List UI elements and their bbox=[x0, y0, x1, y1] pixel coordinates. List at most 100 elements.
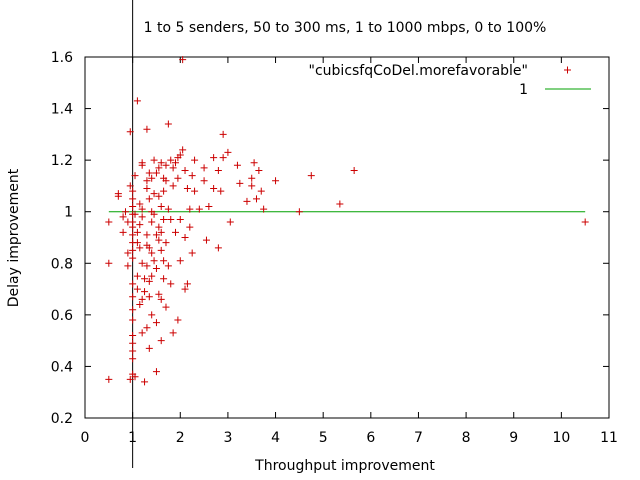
data-point bbox=[188, 249, 196, 257]
data-point bbox=[129, 246, 137, 254]
data-point bbox=[138, 329, 146, 337]
data-point bbox=[119, 228, 127, 236]
data-point bbox=[160, 215, 168, 223]
data-point bbox=[129, 355, 137, 363]
y-tick-label: 1.2 bbox=[51, 153, 73, 169]
data-point bbox=[200, 177, 208, 185]
data-point bbox=[143, 324, 151, 332]
data-point bbox=[202, 236, 210, 244]
data-point bbox=[124, 249, 132, 257]
data-point bbox=[129, 187, 137, 195]
data-point bbox=[191, 156, 199, 164]
data-point bbox=[164, 262, 172, 270]
data-point bbox=[179, 146, 187, 154]
data-point bbox=[143, 125, 151, 133]
data-point bbox=[152, 264, 160, 272]
data-point bbox=[188, 172, 196, 180]
data-point bbox=[148, 174, 156, 182]
data-point bbox=[155, 236, 163, 244]
data-point bbox=[176, 215, 184, 223]
data-point bbox=[224, 148, 232, 156]
data-point bbox=[129, 293, 137, 301]
data-point bbox=[141, 275, 149, 283]
data-point bbox=[157, 228, 165, 236]
data-point bbox=[195, 205, 203, 213]
data-point bbox=[136, 200, 144, 208]
data-point bbox=[164, 120, 172, 128]
data-point bbox=[167, 280, 175, 288]
data-point bbox=[133, 285, 141, 293]
legend-marker-sample bbox=[564, 66, 571, 74]
data-point bbox=[167, 156, 175, 164]
data-point bbox=[152, 368, 160, 376]
data-point bbox=[145, 169, 153, 177]
data-point bbox=[129, 331, 137, 339]
data-point bbox=[157, 203, 165, 211]
x-tick-label: 10 bbox=[552, 430, 570, 446]
legend-label-points: "cubicsfqCoDel.morefavorable" bbox=[309, 63, 528, 79]
data-point bbox=[260, 205, 268, 213]
data-point bbox=[252, 195, 260, 203]
data-point bbox=[133, 272, 141, 280]
data-point bbox=[129, 280, 137, 288]
data-point bbox=[236, 179, 244, 187]
data-point bbox=[143, 231, 151, 239]
data-point bbox=[114, 192, 122, 200]
data-point bbox=[143, 262, 151, 270]
data-point bbox=[105, 218, 113, 226]
data-point bbox=[160, 275, 168, 283]
data-point bbox=[307, 172, 315, 180]
data-point bbox=[129, 195, 137, 203]
data-point bbox=[181, 234, 189, 241]
data-point bbox=[255, 166, 263, 174]
data-point bbox=[176, 151, 184, 159]
data-point bbox=[150, 210, 158, 218]
data-point bbox=[121, 208, 129, 216]
y-tick-label: 0.8 bbox=[51, 256, 73, 272]
data-point bbox=[157, 295, 165, 303]
x-tick-label: 7 bbox=[414, 430, 423, 446]
data-point bbox=[143, 177, 151, 185]
x-tick-label: 0 bbox=[81, 430, 90, 446]
data-point bbox=[295, 208, 303, 216]
legend: "cubicsfqCoDel.morefavorable" 1 bbox=[309, 63, 591, 98]
data-point bbox=[162, 303, 170, 311]
plot-border bbox=[84, 56, 610, 419]
data-point bbox=[155, 192, 163, 200]
x-tick-label: 6 bbox=[366, 430, 375, 446]
y-tick-label: 1 bbox=[64, 205, 73, 221]
data-point bbox=[145, 195, 153, 203]
data-point bbox=[133, 228, 141, 236]
data-point bbox=[138, 259, 146, 267]
data-point bbox=[145, 244, 153, 252]
data-point bbox=[164, 205, 172, 213]
data-point bbox=[129, 316, 137, 324]
y-axis-ticks: 0.2 0.4 0.6 0.8 1 1.2 1.4 1.6 bbox=[51, 50, 609, 427]
x-axis-label: Throughput improvement bbox=[254, 458, 435, 474]
data-point bbox=[145, 277, 153, 285]
x-tick-label: 9 bbox=[509, 430, 518, 446]
data-point bbox=[131, 210, 139, 218]
data-point bbox=[129, 347, 137, 355]
data-point bbox=[200, 164, 208, 172]
data-point bbox=[172, 159, 180, 167]
data-point bbox=[129, 223, 137, 231]
plot-area-frame bbox=[84, 56, 610, 419]
data-point bbox=[145, 344, 153, 352]
chart-title: 1 to 5 senders, 50 to 300 ms, 1 to 1000 … bbox=[144, 20, 547, 36]
data-point bbox=[129, 203, 137, 211]
data-point bbox=[143, 185, 151, 193]
data-point bbox=[233, 161, 241, 169]
data-point bbox=[148, 249, 156, 257]
data-point bbox=[145, 293, 153, 301]
data-point bbox=[174, 316, 182, 324]
data-point bbox=[119, 213, 127, 221]
data-point bbox=[157, 246, 165, 254]
data-point bbox=[248, 182, 256, 190]
data-point bbox=[148, 218, 156, 226]
data-point bbox=[186, 205, 194, 213]
y-tick-label: 0.4 bbox=[51, 359, 73, 375]
data-point bbox=[138, 161, 146, 169]
data-point bbox=[136, 221, 144, 229]
